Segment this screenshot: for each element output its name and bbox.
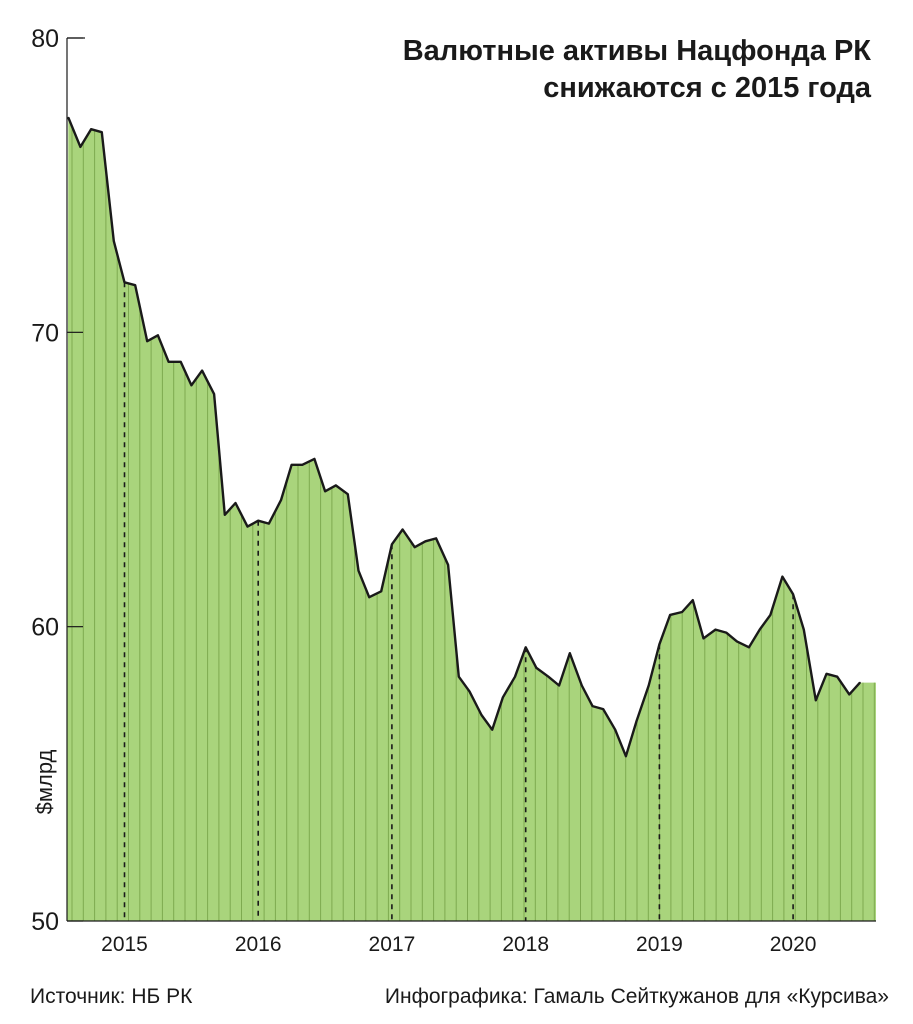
data-point (313, 458, 316, 460)
data-point (558, 684, 560, 687)
data-point (391, 543, 393, 546)
data-point (368, 596, 371, 598)
data-point (401, 528, 404, 531)
data-point (123, 281, 126, 284)
data-point (736, 640, 738, 643)
data-point (468, 690, 471, 693)
data-point (268, 522, 270, 525)
data-point (224, 514, 226, 516)
series-line (67, 117, 861, 758)
chart-title-line-1: Валютные активы Нацфонда РК (403, 35, 872, 67)
chart-title-line-2: снижаются с 2015 года (543, 72, 872, 104)
data-point (669, 614, 671, 616)
y-tick-label-70: 70 (31, 319, 59, 347)
y-axis-label: $млрд (32, 749, 57, 814)
data-point (635, 720, 638, 722)
data-point (524, 646, 527, 649)
data-point (290, 464, 293, 466)
data-point (335, 484, 337, 487)
x-tick-label-2016: 2016 (235, 933, 282, 956)
data-point (792, 593, 794, 596)
data-point (681, 611, 683, 613)
data-point (347, 493, 349, 496)
data-point (157, 334, 159, 337)
data-point (514, 675, 516, 678)
data-point (413, 546, 416, 548)
data-point (803, 628, 805, 631)
data-point (424, 540, 427, 543)
data-point (67, 116, 70, 119)
data-point (301, 464, 304, 466)
data-point (167, 361, 170, 363)
data-point (702, 637, 705, 640)
plot-area (67, 116, 876, 921)
data-point (190, 384, 193, 387)
data-point (257, 519, 260, 522)
data-point (781, 575, 784, 578)
data-point (547, 675, 550, 678)
chart-title: Валютные активы Нацфонда РК снижаются с … (403, 35, 872, 104)
x-tick-label-2018: 2018 (502, 933, 549, 956)
data-point (569, 652, 571, 654)
data-point (769, 614, 772, 616)
data-point (647, 684, 650, 687)
data-point (380, 590, 383, 593)
source-note: Источник: НБ РК (30, 985, 193, 1008)
data-point (201, 369, 203, 372)
data-point (280, 499, 282, 501)
data-point (836, 675, 838, 678)
data-point (458, 675, 460, 678)
data-point (101, 131, 103, 133)
credit-note: Инфографика: Гамаль Сейткужанов для «Кур… (384, 985, 889, 1008)
data-point (435, 537, 437, 540)
data-point (146, 340, 148, 343)
data-point (602, 708, 604, 710)
data-point (213, 393, 215, 395)
data-point (447, 564, 449, 566)
data-point (758, 628, 761, 631)
data-point (134, 284, 136, 287)
data-point (324, 490, 326, 493)
area-fill (67, 117, 876, 921)
x-tick-label-2017: 2017 (369, 933, 416, 956)
data-point (502, 696, 504, 699)
data-point (614, 728, 616, 731)
y-tick-label-80: 80 (31, 25, 59, 53)
x-tick-label-2020: 2020 (770, 933, 817, 956)
x-tick-label-2019: 2019 (636, 933, 683, 956)
data-point (658, 643, 661, 646)
data-point (246, 525, 249, 528)
data-point (90, 128, 92, 130)
data-point (480, 714, 483, 716)
data-point (491, 728, 494, 731)
y-tick-label-50: 50 (31, 908, 59, 936)
data-point (692, 599, 694, 601)
data-point (113, 240, 115, 242)
data-point (234, 502, 237, 504)
data-point (815, 699, 817, 702)
axes: 50 60 70 80 2015 2016 2017 2018 2019 2020 (31, 25, 876, 956)
x-tick-label-2015: 2015 (101, 933, 148, 956)
data-point (848, 693, 851, 696)
data-point (725, 631, 727, 634)
data-point (535, 667, 538, 669)
data-point (748, 646, 750, 649)
data-point (591, 705, 594, 707)
data-point (79, 146, 82, 148)
data-point (625, 755, 627, 757)
data-point (714, 628, 717, 631)
data-point (581, 684, 583, 687)
data-point (859, 681, 861, 684)
data-point (825, 673, 828, 675)
data-point (179, 361, 182, 363)
data-point (357, 569, 360, 572)
y-tick-label-60: 60 (31, 614, 59, 642)
